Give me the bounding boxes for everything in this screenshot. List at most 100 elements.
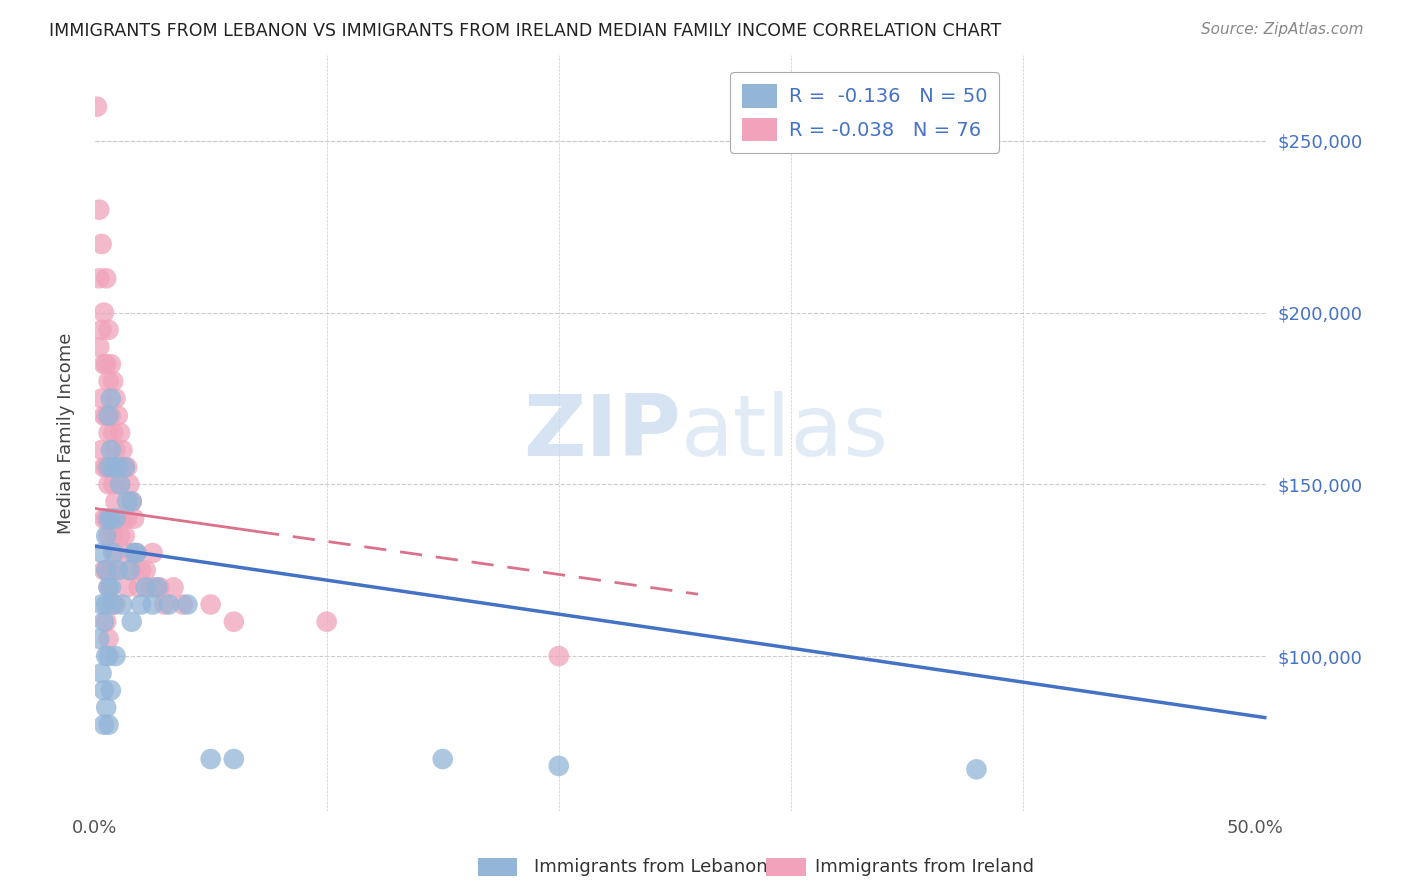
Point: [315, 615, 337, 629]
Point: [121, 494, 143, 508]
Point: [222, 752, 245, 766]
Point: [121, 615, 143, 629]
Point: [96, 271, 118, 285]
Point: [200, 598, 222, 612]
Point: [107, 460, 129, 475]
Point: [103, 460, 125, 475]
Text: ZIP: ZIP: [523, 392, 681, 475]
Point: [97, 511, 120, 525]
Point: [162, 580, 184, 594]
Point: [96, 648, 118, 663]
Point: [107, 460, 129, 475]
Point: [96, 529, 118, 543]
Point: [108, 425, 131, 440]
Point: [108, 477, 131, 491]
Point: [103, 477, 125, 491]
Point: [97, 323, 120, 337]
Point: [142, 546, 165, 560]
Point: [107, 409, 129, 423]
Point: [96, 615, 118, 629]
Point: [97, 648, 120, 663]
Point: [96, 598, 118, 612]
Point: [90, 392, 112, 406]
Point: [100, 511, 122, 525]
Point: [108, 529, 131, 543]
Point: [142, 598, 165, 612]
Point: [97, 632, 120, 646]
Point: [90, 323, 112, 337]
Text: IMMIGRANTS FROM LEBANON VS IMMIGRANTS FROM IRELAND MEDIAN FAMILY INCOME CORRELAT: IMMIGRANTS FROM LEBANON VS IMMIGRANTS FR…: [49, 22, 1001, 40]
Point: [96, 409, 118, 423]
Point: [96, 460, 118, 475]
Point: [89, 340, 111, 354]
Point: [139, 580, 162, 594]
Point: [100, 357, 122, 371]
Text: Source: ZipAtlas.com: Source: ZipAtlas.com: [1201, 22, 1364, 37]
Point: [125, 546, 148, 560]
Point: [129, 598, 152, 612]
Point: [90, 442, 112, 457]
Point: [100, 460, 122, 475]
Point: [103, 598, 125, 612]
Point: [547, 648, 569, 663]
Point: [89, 271, 111, 285]
Point: [965, 762, 987, 776]
Point: [100, 683, 122, 698]
Point: [97, 374, 120, 388]
Point: [100, 511, 122, 525]
Point: [96, 357, 118, 371]
Point: [90, 546, 112, 560]
Point: [97, 425, 120, 440]
Point: [86, 100, 108, 114]
Point: [107, 563, 129, 577]
Point: [97, 717, 120, 731]
Point: [96, 700, 118, 714]
Point: [121, 494, 143, 508]
Point: [111, 442, 134, 457]
Point: [176, 598, 198, 612]
Point: [200, 752, 222, 766]
Point: [104, 546, 127, 560]
Point: [118, 546, 141, 560]
Point: [93, 717, 115, 731]
Point: [135, 563, 157, 577]
Point: [125, 546, 148, 560]
Point: [115, 494, 138, 508]
Point: [153, 598, 176, 612]
Point: [97, 460, 120, 475]
Point: [122, 546, 145, 560]
Point: [96, 511, 118, 525]
Point: [89, 632, 111, 646]
Point: [111, 511, 134, 525]
Point: [90, 666, 112, 681]
Point: [103, 529, 125, 543]
Point: [96, 563, 118, 577]
Point: [547, 759, 569, 773]
Point: [114, 460, 136, 475]
Point: [129, 563, 152, 577]
Point: [115, 460, 138, 475]
Point: [97, 477, 120, 491]
Point: [104, 598, 127, 612]
Point: [128, 580, 150, 594]
Point: [100, 563, 122, 577]
Point: [93, 615, 115, 629]
Point: [222, 615, 245, 629]
Point: [93, 357, 115, 371]
Point: [103, 374, 125, 388]
Point: [93, 511, 115, 525]
Point: [149, 580, 172, 594]
Point: [121, 563, 143, 577]
Point: [432, 752, 454, 766]
Point: [111, 598, 134, 612]
Point: [122, 511, 145, 525]
Text: Immigrants from Ireland: Immigrants from Ireland: [815, 858, 1035, 876]
Point: [103, 546, 125, 560]
Point: [104, 648, 127, 663]
Legend: R =  -0.136   N = 50, R = -0.038   N = 76: R = -0.136 N = 50, R = -0.038 N = 76: [731, 72, 1000, 153]
Point: [118, 563, 141, 577]
Point: [115, 511, 138, 525]
Point: [104, 494, 127, 508]
Point: [97, 409, 120, 423]
Point: [157, 598, 180, 612]
